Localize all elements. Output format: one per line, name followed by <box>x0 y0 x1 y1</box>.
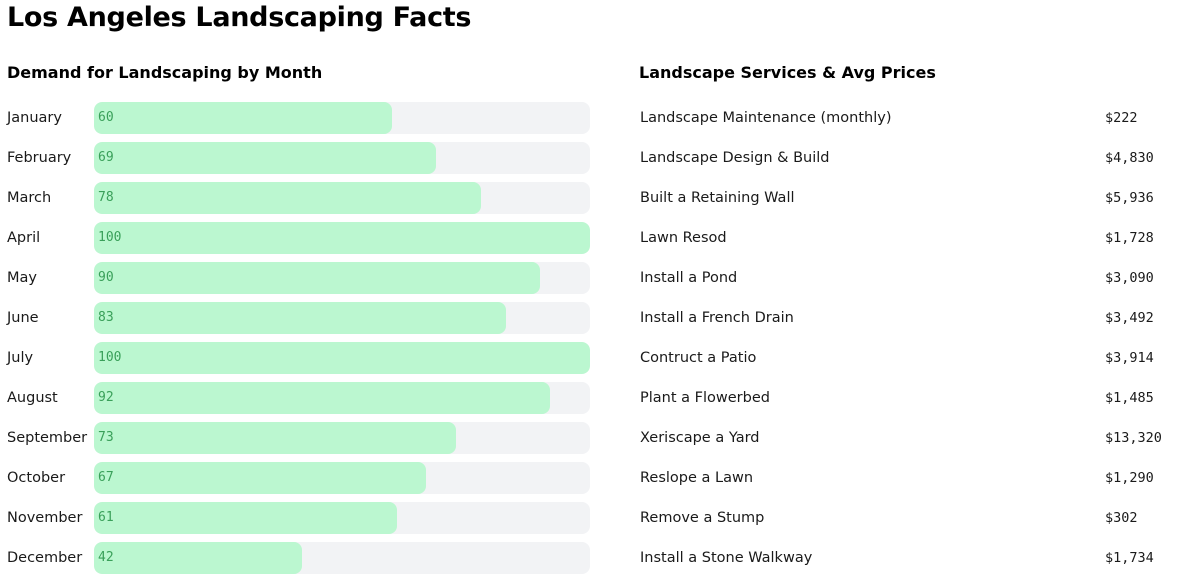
service-row: Xeriscape a Yard $13,320 <box>0 422 1191 454</box>
service-name: Reslope a Lawn <box>640 470 754 486</box>
bar-row: April 100 <box>0 222 600 254</box>
month-label: March <box>7 190 52 206</box>
service-price: $4,830 <box>1105 150 1154 166</box>
bar-row: July 100 <box>0 342 600 374</box>
bar-row: October 67 <box>0 462 600 494</box>
bar-value-label: 90 <box>98 270 114 285</box>
service-row: Install a Pond $3,090 <box>0 262 1191 294</box>
bar-track: 42 <box>94 542 590 574</box>
bar-value-label: 60 <box>98 110 114 125</box>
bar-fill <box>94 302 506 334</box>
bar-row: June 83 <box>0 302 600 334</box>
service-price: $5,936 <box>1105 190 1154 206</box>
service-name: Built a Retaining Wall <box>640 190 795 206</box>
bar-row: May 90 <box>0 262 600 294</box>
bar-track: 92 <box>94 382 590 414</box>
bar-row: November 61 <box>0 502 600 534</box>
bar-track: 90 <box>94 262 590 294</box>
bar-row: January 60 <box>0 102 600 134</box>
bar-row: September 73 <box>0 422 600 454</box>
month-label: April <box>7 230 41 246</box>
service-price: $302 <box>1105 510 1138 526</box>
service-name: Remove a Stump <box>640 510 765 526</box>
bar-fill <box>94 422 457 454</box>
bar-value-label: 78 <box>98 190 114 205</box>
service-name: Install a French Drain <box>640 310 794 326</box>
service-name: Landscape Design & Build <box>640 150 830 166</box>
bar-track: 78 <box>94 182 590 214</box>
month-label: June <box>7 310 39 326</box>
bar-value-label: 100 <box>98 230 122 245</box>
bar-track: 61 <box>94 502 590 534</box>
bar-value-label: 92 <box>98 390 114 405</box>
month-label: November <box>7 510 83 526</box>
service-price: $1,734 <box>1105 550 1154 566</box>
service-row: Landscape Maintenance (monthly) $222 <box>0 102 1191 134</box>
bar-value-label: 42 <box>98 550 114 565</box>
service-price: $3,914 <box>1105 350 1154 366</box>
bar-fill <box>94 382 551 414</box>
service-row: Landscape Design & Build $4,830 <box>0 142 1191 174</box>
bar-fill <box>94 142 437 174</box>
bar-track: 69 <box>94 142 590 174</box>
bar-row: March 78 <box>0 182 600 214</box>
bar-fill <box>94 262 541 294</box>
bar-value-label: 73 <box>98 430 114 445</box>
month-label: September <box>7 430 88 446</box>
service-row: Remove a Stump $302 <box>0 502 1191 534</box>
service-price: $3,090 <box>1105 270 1154 286</box>
bar-value-label: 69 <box>98 150 114 165</box>
bar-fill <box>94 342 590 374</box>
service-row: Plant a Flowerbed $1,485 <box>0 382 1191 414</box>
bar-track: 83 <box>94 302 590 334</box>
service-row: Install a French Drain $3,492 <box>0 302 1191 334</box>
service-price: $3,492 <box>1105 310 1154 326</box>
month-label: February <box>7 150 72 166</box>
service-price: $13,320 <box>1105 430 1162 446</box>
bar-row: February 69 <box>0 142 600 174</box>
bar-value-label: 67 <box>98 470 114 485</box>
bar-value-label: 83 <box>98 310 114 325</box>
service-row: Built a Retaining Wall $5,936 <box>0 182 1191 214</box>
service-price: $1,728 <box>1105 230 1154 246</box>
service-price: $1,485 <box>1105 390 1154 406</box>
service-name: Install a Pond <box>640 270 738 286</box>
bar-fill <box>94 502 397 534</box>
month-label: July <box>7 350 34 366</box>
bar-value-label: 100 <box>98 350 122 365</box>
bar-row: August 92 <box>0 382 600 414</box>
service-name: Landscape Maintenance (monthly) <box>640 110 892 126</box>
service-price: $1,290 <box>1105 470 1154 486</box>
bar-row: December 42 <box>0 542 600 574</box>
services-title: Landscape Services & Avg Prices <box>639 63 936 82</box>
month-label: January <box>7 110 62 126</box>
bar-track: 60 <box>94 102 590 134</box>
bar-track: 100 <box>94 222 590 254</box>
bar-fill <box>94 102 392 134</box>
service-name: Lawn Resod <box>640 230 727 246</box>
bar-fill <box>94 182 481 214</box>
bar-fill <box>94 542 303 574</box>
month-label: December <box>7 550 83 566</box>
service-row: Contruct a Patio $3,914 <box>0 342 1191 374</box>
month-label: October <box>7 470 66 486</box>
service-price: $222 <box>1105 110 1138 126</box>
service-row: Lawn Resod $1,728 <box>0 222 1191 254</box>
service-name: Contruct a Patio <box>640 350 757 366</box>
bar-fill <box>94 462 427 494</box>
bar-track: 73 <box>94 422 590 454</box>
page-title: Los Angeles Landscaping Facts <box>7 2 472 33</box>
bar-track: 100 <box>94 342 590 374</box>
demand-chart-title: Demand for Landscaping by Month <box>7 63 323 82</box>
month-label: August <box>7 390 58 406</box>
bar-value-label: 61 <box>98 510 114 525</box>
month-label: May <box>7 270 37 286</box>
service-name: Xeriscape a Yard <box>640 430 760 446</box>
service-name: Plant a Flowerbed <box>640 390 770 406</box>
bar-fill <box>94 222 590 254</box>
bar-track: 67 <box>94 462 590 494</box>
service-row: Reslope a Lawn $1,290 <box>0 462 1191 494</box>
service-name: Install a Stone Walkway <box>640 550 813 566</box>
service-row: Install a Stone Walkway $1,734 <box>0 542 1191 574</box>
